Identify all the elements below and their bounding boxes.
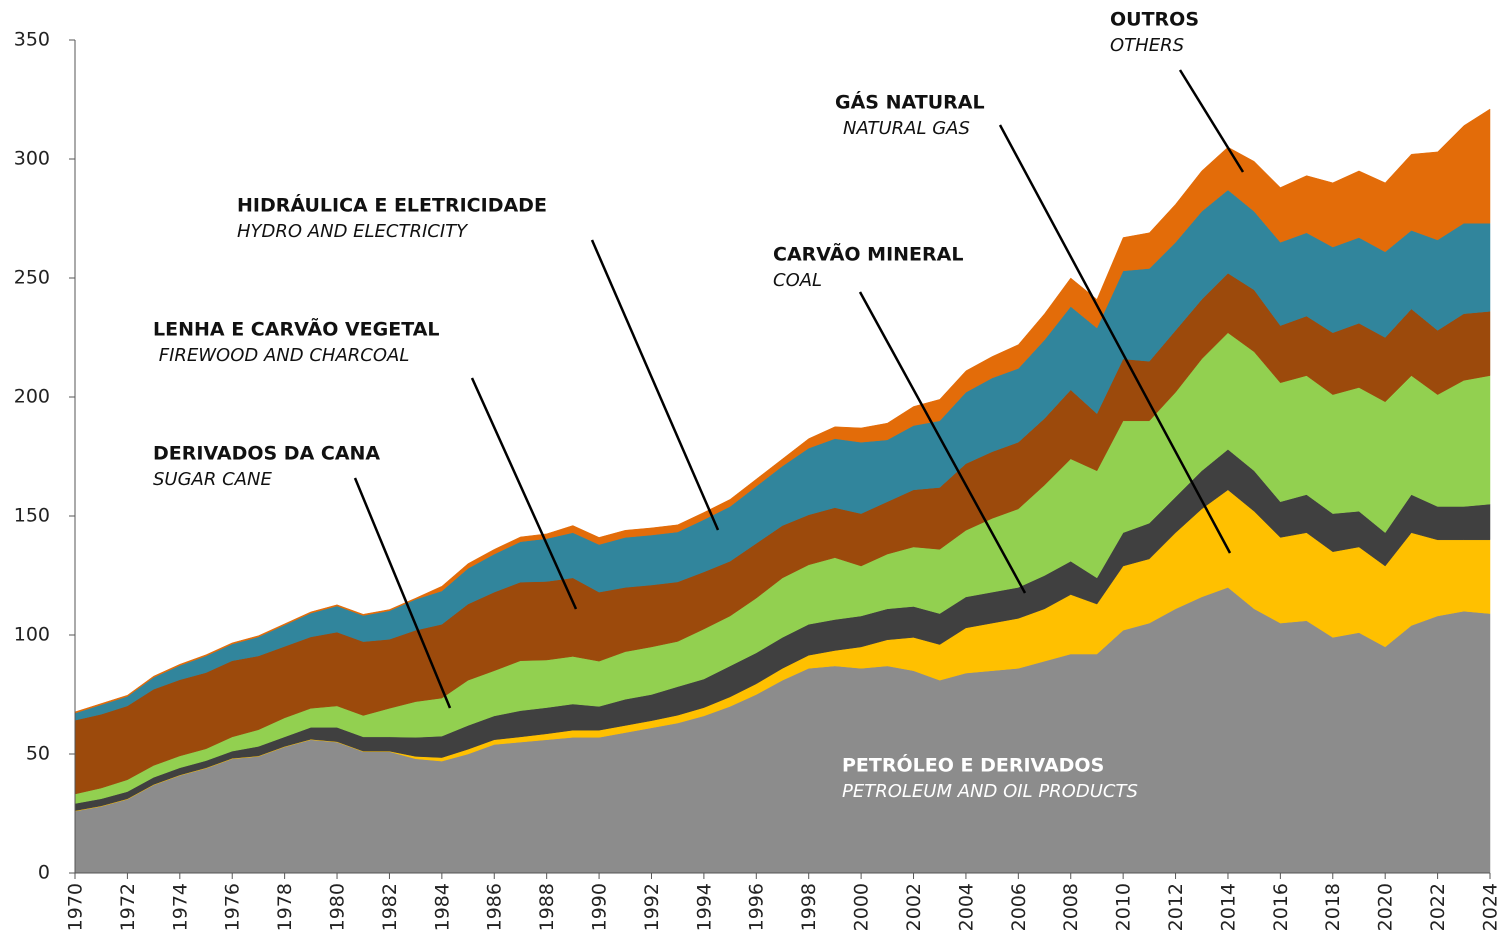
series-sublabel: NATURAL GAS bbox=[843, 118, 970, 139]
x-tick-label: 1986 bbox=[484, 883, 506, 931]
series-sublabel: OTHERS bbox=[1110, 35, 1184, 56]
x-tick-label: 2018 bbox=[1322, 883, 1344, 931]
series-sublabel: SUGAR CANE bbox=[153, 469, 272, 490]
y-tick-label: 350 bbox=[14, 29, 50, 51]
leader-line bbox=[590, 239, 720, 531]
series-sublabel: COAL bbox=[773, 270, 822, 291]
series-sublabel: FIREWOOD AND CHARCOAL bbox=[153, 345, 409, 366]
leader-line bbox=[353, 477, 452, 709]
series-label: CARVÃO MINERAL bbox=[773, 242, 963, 266]
x-tick-label: 1998 bbox=[798, 883, 820, 931]
x-tick-label: 2010 bbox=[1113, 883, 1135, 931]
series-label: LENHA E CARVÃO VEGETAL bbox=[153, 317, 440, 341]
x-tick-label: 2020 bbox=[1375, 883, 1397, 931]
x-tick-label: 1974 bbox=[169, 883, 191, 931]
x-tick-label: 1980 bbox=[326, 883, 348, 931]
x-tick-label: 1990 bbox=[589, 883, 611, 931]
series-label: PETRÓLEO E DERIVADOS bbox=[842, 753, 1104, 777]
x-tick-label: 1970 bbox=[64, 883, 86, 931]
y-tick-label: 100 bbox=[14, 624, 50, 646]
x-tick-label: 1976 bbox=[222, 883, 244, 931]
y-tick-label: 150 bbox=[14, 505, 50, 527]
x-tick-label: 1978 bbox=[274, 883, 296, 931]
x-tick-label: 1996 bbox=[746, 883, 768, 931]
leader-line bbox=[998, 124, 1232, 554]
x-tick-label: 1992 bbox=[641, 883, 663, 931]
x-tick-label: 2024 bbox=[1479, 883, 1501, 931]
y-tick-label: 50 bbox=[26, 743, 50, 765]
y-tick-label: 250 bbox=[14, 267, 50, 289]
x-tick-label: 2022 bbox=[1427, 883, 1449, 931]
series-sublabel: PETROLEUM AND OIL PRODUCTS bbox=[842, 781, 1138, 802]
series-sublabel: HYDRO AND ELECTRICITY bbox=[237, 221, 469, 242]
x-tick-label: 1988 bbox=[536, 883, 558, 931]
y-tick-label: 300 bbox=[14, 148, 50, 170]
leader-line bbox=[858, 291, 1027, 594]
x-tick-label: 1984 bbox=[431, 883, 453, 931]
x-tick-label: 2008 bbox=[1060, 883, 1082, 931]
x-tick-label: 1982 bbox=[379, 883, 401, 931]
x-tick-label: 2002 bbox=[903, 883, 925, 931]
x-tick-label: 2014 bbox=[1217, 883, 1239, 931]
series-label: OUTROS bbox=[1110, 9, 1199, 31]
series-label: DERIVADOS DA CANA bbox=[153, 443, 380, 465]
x-tick-label: 2006 bbox=[1008, 883, 1030, 931]
x-tick-label: 2016 bbox=[1270, 883, 1292, 931]
leader-line bbox=[1178, 69, 1245, 173]
leader-line bbox=[470, 377, 578, 610]
x-tick-label: 2004 bbox=[955, 883, 977, 931]
x-tick-label: 1994 bbox=[693, 883, 715, 931]
y-tick-label: 200 bbox=[14, 386, 50, 408]
y-tick-label: 0 bbox=[38, 862, 50, 884]
series-label: GÁS NATURAL bbox=[835, 91, 985, 114]
area bbox=[74, 108, 1491, 714]
x-tick-label: 2000 bbox=[851, 883, 873, 931]
x-tick-label: 2012 bbox=[1165, 883, 1187, 931]
series-label: HIDRÁULICA E ELETRICIDADE bbox=[237, 194, 547, 217]
x-tick-label: 1972 bbox=[117, 883, 139, 931]
